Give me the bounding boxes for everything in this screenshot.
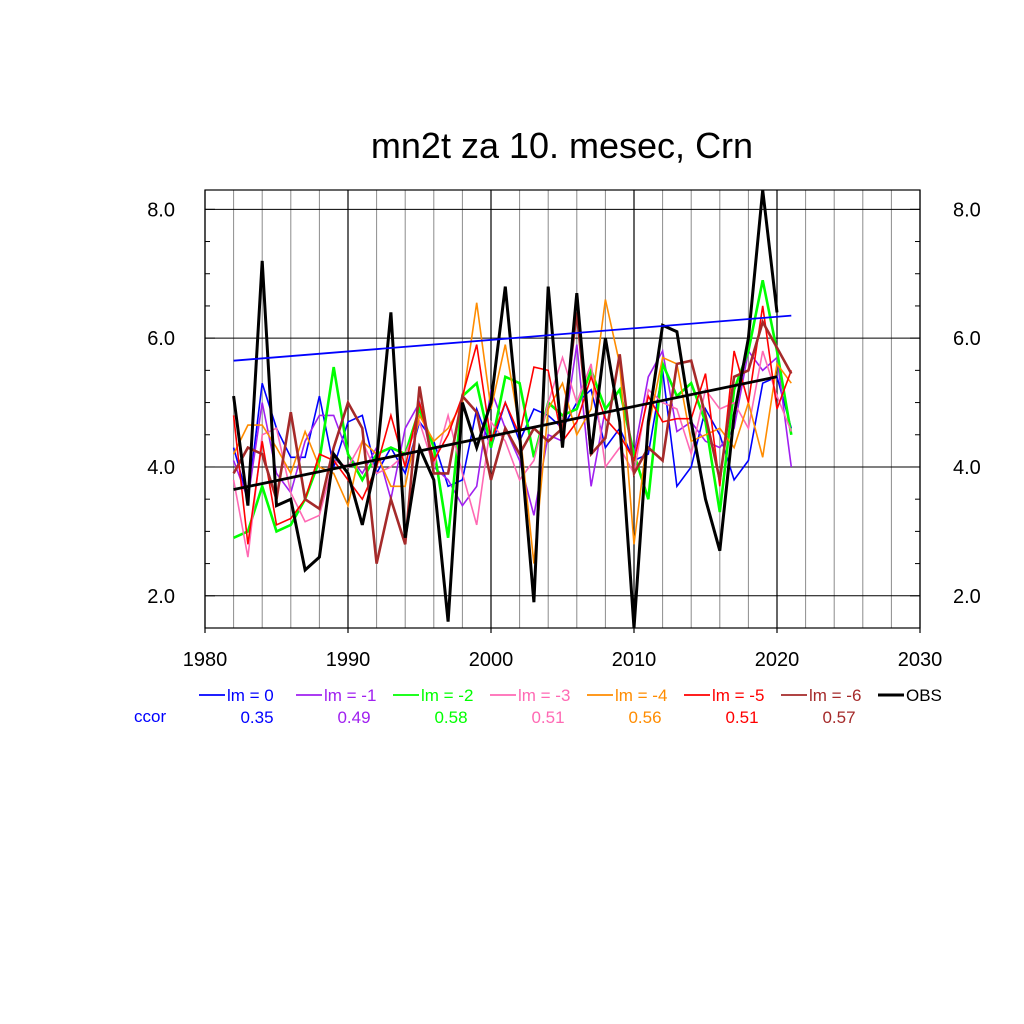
y-tick-label-left: 8.0	[147, 199, 175, 221]
ccor-value: 0.56	[628, 708, 661, 727]
ccor-value: 0.35	[240, 708, 273, 727]
series-line	[232, 350, 793, 558]
legend-label: lm = -4	[615, 686, 667, 705]
legend-label: lm = -1	[324, 686, 376, 705]
plot-frame	[204, 189, 921, 629]
ccor-value: 0.49	[337, 708, 370, 727]
legend-label: lm = -6	[809, 686, 861, 705]
trend-line	[233, 375, 778, 491]
ccor-value: 0.51	[725, 708, 758, 727]
x-tick-label: 2010	[612, 649, 657, 671]
legend-label: lm = -2	[421, 686, 473, 705]
y-tick-label-right: 6.0	[953, 328, 981, 350]
plot-area	[232, 189, 793, 629]
legend-label: lm = 0	[227, 686, 274, 705]
trend-line	[233, 314, 792, 362]
chart-title: mn2t za 10. mesec, Crn	[371, 125, 753, 166]
series-line	[232, 305, 793, 545]
y-tick-label-right: 2.0	[953, 586, 981, 608]
y-tick-label-left: 2.0	[147, 586, 175, 608]
legend: lm = 0 0.35 lm = -1 0.49 lm = -2 0.58 lm = -3 0…	[134, 686, 942, 727]
legend-label: OBS	[906, 686, 942, 705]
legend-label: lm = -3	[518, 686, 570, 705]
series-line	[232, 312, 793, 564]
series-line	[233, 279, 793, 539]
ccor-value: 0.58	[434, 708, 467, 727]
x-tick-label: 2000	[469, 649, 514, 671]
x-tick-label: 1980	[183, 649, 228, 671]
ccor-label: ccor	[134, 707, 166, 726]
y-tick-label-right: 8.0	[953, 199, 981, 221]
legend-label: lm = -5	[712, 686, 764, 705]
y-tick-label-left: 6.0	[147, 328, 175, 350]
y-tick-label-right: 4.0	[953, 457, 981, 479]
y-tick-label-left: 4.0	[147, 457, 175, 479]
x-tick-label: 2030	[898, 649, 943, 671]
ccor-value: 0.57	[822, 708, 855, 727]
axes: 2.0 2.0 4.0 4.0 6.0 6.0 8.0 8.0 1980 1990 2000 2010…	[147, 199, 981, 671]
series-line	[232, 189, 779, 629]
ccor-value: 0.51	[531, 708, 564, 727]
x-tick-label: 2020	[755, 649, 800, 671]
x-tick-label: 1990	[326, 649, 371, 671]
